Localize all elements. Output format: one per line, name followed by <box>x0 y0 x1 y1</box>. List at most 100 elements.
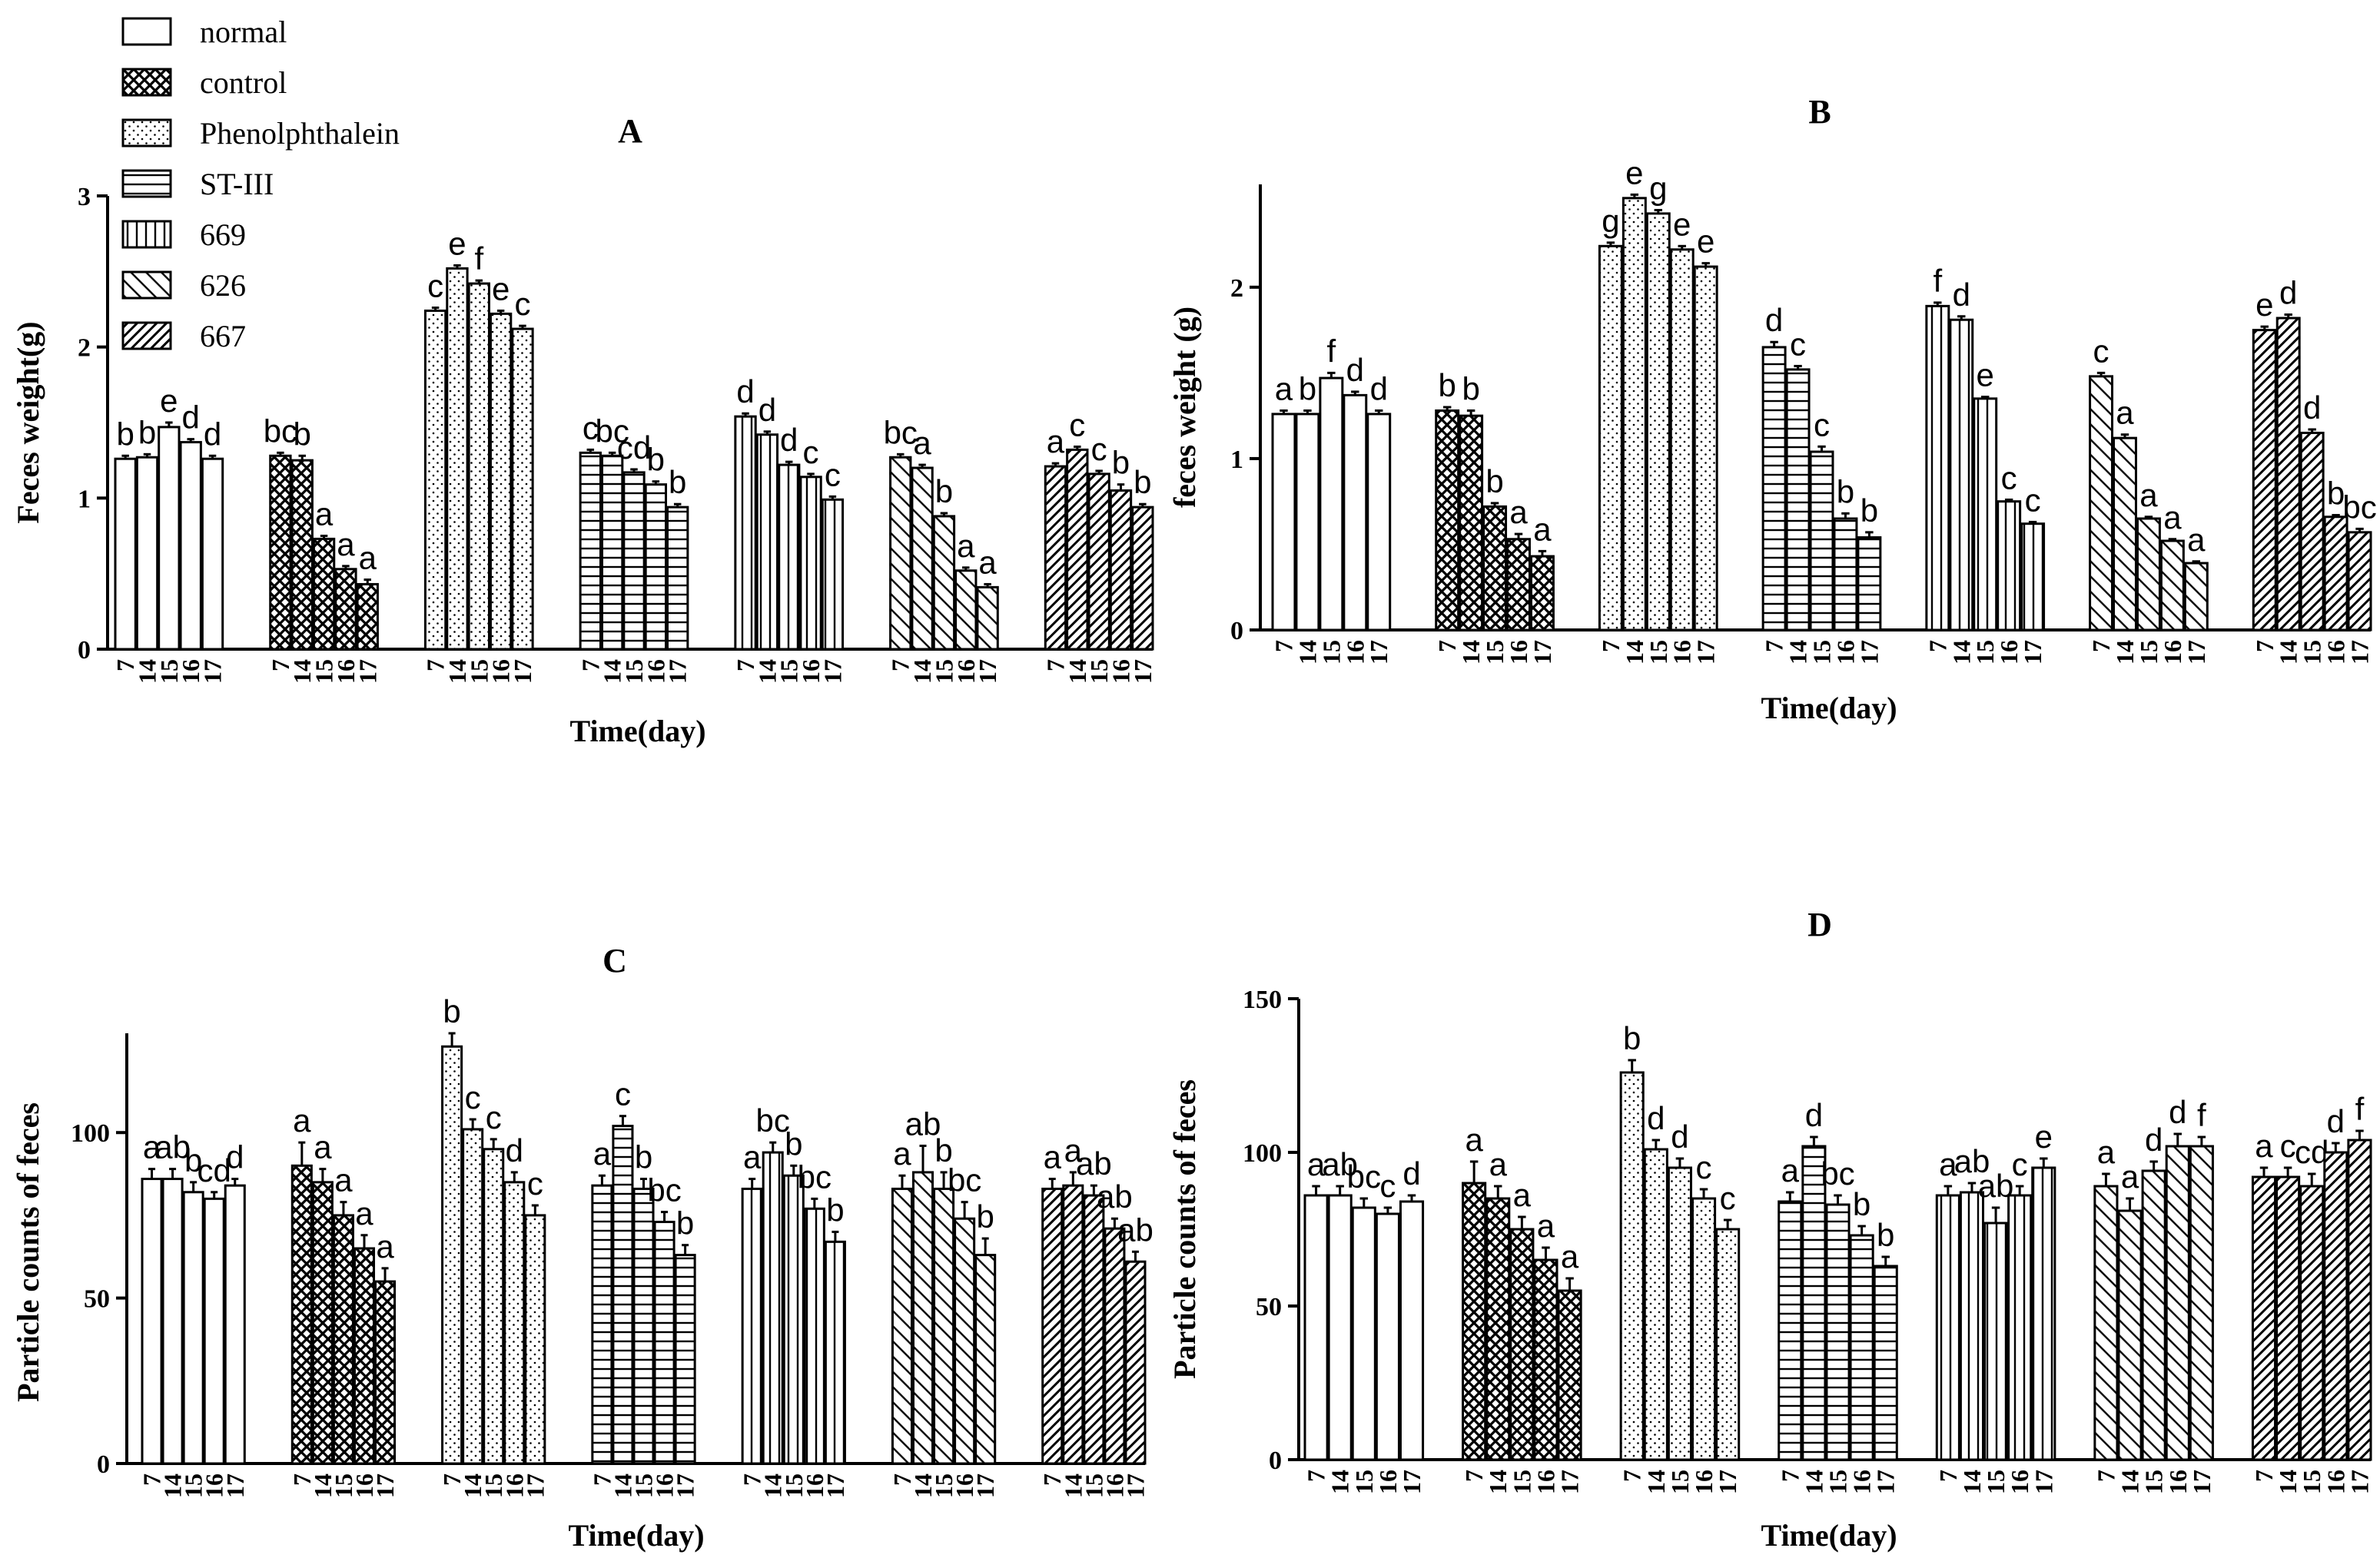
significance-label: a <box>1307 1146 1326 1182</box>
bar-669-day-14 <box>1959 1191 1985 1461</box>
x-tick-label: 14 <box>159 1473 187 1498</box>
significance-label: f <box>474 240 483 277</box>
significance-label: d <box>2145 1122 2163 1158</box>
x-tick-label: 16 <box>1831 640 1859 665</box>
significance-label: b <box>826 1192 844 1228</box>
x-axis-title: Time(day) <box>1761 691 1897 725</box>
bar-667-day-16 <box>1109 489 1133 651</box>
x-tick-label: 17 <box>509 659 536 684</box>
x-tick-label: 16 <box>642 659 669 684</box>
x-tick-label: 16 <box>1848 1470 1876 1494</box>
significance-label: a <box>1537 1208 1555 1244</box>
x-tick-label: 17 <box>971 1473 999 1498</box>
x-tick-label: 15 <box>2298 1470 2325 1494</box>
legend-label-phenolphthalein: Phenolphthalein <box>200 116 400 151</box>
x-tick-label: 15 <box>1645 640 1672 665</box>
significance-label: b <box>1853 1186 1870 1222</box>
legend-item: normal <box>121 15 287 49</box>
x-tick-label: 15 <box>2140 1470 2168 1494</box>
legend: normal control Phenolphthalein ST-III 66… <box>121 15 400 353</box>
legend-item: 669 <box>121 217 246 252</box>
bar-667-day-15 <box>2299 1185 2325 1461</box>
bar-626-day-15 <box>932 515 956 651</box>
y-tick-label: 2 <box>78 334 91 363</box>
significance-label: a <box>1064 1132 1083 1168</box>
bar-669-day-17 <box>2031 1166 2056 1461</box>
significance-label: cd <box>617 429 651 466</box>
x-tick-label: 16 <box>500 1473 528 1498</box>
significance-label: c <box>1696 1149 1712 1185</box>
bar-669-day-7 <box>1935 1194 1960 1461</box>
significance-label: a <box>2139 477 2158 513</box>
bar-667-day-16 <box>2323 515 2348 631</box>
bar-667-day-16 <box>2323 1151 2348 1461</box>
significance-label: a <box>978 544 997 580</box>
bar-669-day-16 <box>803 1207 825 1465</box>
x-tick-label: 16 <box>1532 1470 1559 1494</box>
bar-626-day-17 <box>2183 562 2209 631</box>
legend-label-626: 626 <box>200 268 246 303</box>
bar-normal-day-16 <box>1343 393 1368 631</box>
x-tick-label: 17 <box>2345 1470 2373 1494</box>
x-tick-label: 7 <box>111 659 139 671</box>
significance-label: c <box>1379 1168 1396 1204</box>
bar-st-iii-day-14 <box>612 1125 634 1465</box>
x-tick-label: 16 <box>487 659 515 684</box>
x-tick-label: 16 <box>1374 1470 1402 1494</box>
bar-control-day-7 <box>290 1164 313 1465</box>
panel-d-letter: D <box>1807 906 1832 943</box>
x-tick-label: 14 <box>1326 1470 1354 1494</box>
bar-phenolphthalein-day-17 <box>1715 1228 1741 1461</box>
significance-label: d <box>2169 1094 2186 1130</box>
significance-label: ab <box>154 1129 191 1165</box>
significance-label: bc <box>2342 489 2376 525</box>
significance-label: c <box>583 409 599 446</box>
bar-phenolphthalein-day-7 <box>1619 1071 1645 1461</box>
bar-phenolphthalein-day-16 <box>1669 248 1695 631</box>
bar-667-day-15 <box>1083 1194 1105 1465</box>
significance-label: a <box>337 526 355 562</box>
bar-626-day-7 <box>891 1187 913 1465</box>
x-tick-label: 14 <box>1784 640 1812 665</box>
significance-label: a <box>359 540 377 576</box>
bar-normal-day-17 <box>224 1184 246 1465</box>
x-tick-label: 7 <box>267 659 294 671</box>
significance-label: e <box>160 383 178 419</box>
x-tick-label: 17 <box>1129 659 1157 684</box>
significance-label: d <box>1346 352 1364 388</box>
bar-669-day-16 <box>799 476 822 651</box>
x-tick-label: 15 <box>1666 1470 1694 1494</box>
y-tick-label: 50 <box>1256 1293 1282 1321</box>
bar-626-day-7 <box>2089 375 2114 631</box>
bar-669-day-15 <box>782 1174 805 1465</box>
legend-swatch-normal <box>121 17 172 46</box>
bar-control-day-14 <box>1485 1197 1511 1461</box>
x-tick-label: 17 <box>1529 640 1556 665</box>
bar-669-day-15 <box>1973 397 1998 631</box>
x-tick-label: 7 <box>1618 1470 1646 1482</box>
significance-label: c <box>803 434 819 470</box>
x-tick-label: 16 <box>177 659 204 684</box>
bar-626-day-16 <box>954 569 978 651</box>
significance-label: d <box>226 1139 244 1175</box>
legend-item: Phenolphthalein <box>121 116 400 151</box>
x-tick-label: 14 <box>2274 1470 2302 1494</box>
bar-st-iii-day-17 <box>666 506 689 651</box>
significance-label: ab <box>1097 1178 1133 1215</box>
significance-label: b <box>1861 492 1878 529</box>
x-tick-label: 16 <box>1100 1473 1128 1498</box>
y-tick-label: 0 <box>1269 1447 1282 1475</box>
bar-phenolphthalein-day-7 <box>441 1045 463 1465</box>
x-tick-label: 7 <box>1460 1470 1488 1482</box>
x-tick-label: 15 <box>630 1473 658 1498</box>
x-tick-label: 15 <box>620 659 648 684</box>
legend-label-control: control <box>200 65 287 100</box>
x-tick-label: 17 <box>1398 1470 1426 1494</box>
bar-phenolphthalein-day-17 <box>524 1214 546 1465</box>
bar-control-day-7 <box>1462 1182 1487 1461</box>
legend-swatch-669 <box>121 220 172 249</box>
significance-label: a <box>2116 395 2134 431</box>
x-tick-label: 7 <box>2251 640 2279 652</box>
bar-669-day-14 <box>762 1151 784 1465</box>
significance-label: bc <box>647 1172 681 1208</box>
